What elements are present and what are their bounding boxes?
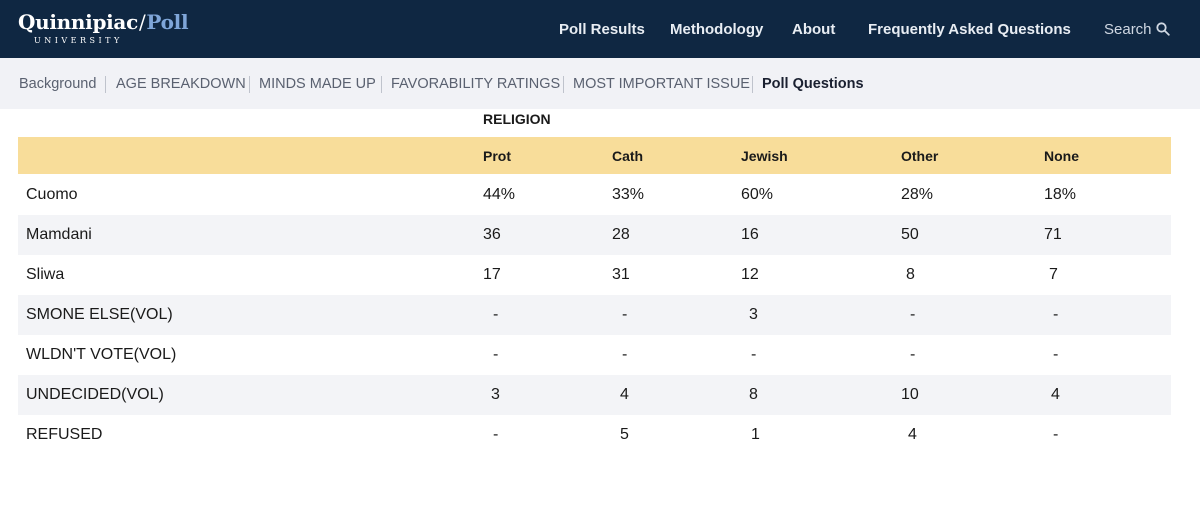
quinnipiac-poll-logo[interactable]: Quinnipiac/Poll UNIVERSITY: [18, 8, 189, 48]
table-cell: 12: [741, 266, 759, 283]
subnav-divider: [249, 76, 250, 93]
table-cell: 50: [901, 226, 919, 243]
table-cell: -: [1053, 306, 1059, 323]
table-cell: -: [751, 346, 757, 363]
table-group-label: RELIGION: [483, 111, 551, 127]
row-label: REFUSED: [26, 426, 103, 443]
table-row-wouldnt-vote: WLDN'T VOTE(VOL) - - - - -: [18, 335, 1171, 375]
search-label: Search: [1104, 21, 1152, 38]
subnav-favorability-ratings[interactable]: FAVORABILITY RATINGS: [391, 76, 561, 92]
table-cell: 4: [620, 386, 629, 403]
table-row-cuomo: Cuomo 44% 33% 60% 28% 18%: [18, 175, 1171, 215]
subnav-background[interactable]: Background: [19, 76, 97, 92]
subnav-most-important-issue[interactable]: MOST IMPORTANT ISSUE: [573, 76, 750, 92]
table-row-refused: REFUSED - 5 1 4 -: [18, 415, 1171, 455]
subnav-poll-questions[interactable]: Poll Questions: [762, 76, 864, 92]
row-label: Sliwa: [26, 266, 65, 283]
row-label: Cuomo: [26, 186, 78, 203]
table-row-someone-else: SMONE ELSE(VOL) - - 3 - -: [18, 295, 1171, 335]
logo-wordmark: Quinnipiac/Poll: [18, 10, 189, 34]
table-cell: 8: [749, 386, 758, 403]
row-label: WLDN'T VOTE(VOL): [26, 346, 177, 363]
nav-poll-results[interactable]: Poll Results: [559, 21, 645, 38]
table-row-undecided: UNDECIDED(VOL) 3 4 8 10 4: [18, 375, 1171, 415]
column-header-prot: Prot: [483, 148, 511, 164]
subnav-divider: [563, 76, 564, 93]
row-label: UNDECIDED(VOL): [26, 386, 164, 403]
subnav-minds-made-up[interactable]: MINDS MADE UP: [259, 76, 376, 92]
logo-university-text: UNIVERSITY: [34, 36, 123, 45]
row-label: SMONE ELSE(VOL): [26, 306, 173, 323]
search-icon: [1156, 22, 1170, 36]
subnav-divider: [752, 76, 753, 93]
table-cell: 60%: [741, 186, 774, 203]
table-cell: 1: [751, 426, 760, 443]
table-cell: -: [1053, 426, 1059, 443]
table-cell: -: [493, 426, 499, 443]
table-header-row: Prot Cath Jewish Other None: [18, 137, 1171, 174]
table-cell: 8: [906, 266, 915, 283]
table-cell: 36: [483, 226, 501, 243]
search-button[interactable]: Search: [1104, 21, 1170, 38]
sub-navigation: Background AGE BREAKDOWN MINDS MADE UP F…: [0, 58, 1200, 109]
subnav-divider: [105, 76, 106, 93]
table-row-mamdani: Mamdani 36 28 16 50 71: [18, 215, 1171, 255]
table-cell: 28: [612, 226, 630, 243]
table-cell: 71: [1044, 226, 1062, 243]
table-cell: 16: [741, 226, 759, 243]
table-cell: 3: [491, 386, 500, 403]
table-cell: 33%: [612, 186, 645, 203]
table-cell: 10: [901, 386, 919, 403]
top-header: Quinnipiac/Poll UNIVERSITY Poll Results …: [0, 0, 1200, 58]
nav-methodology[interactable]: Methodology: [670, 21, 764, 38]
table-cell: -: [493, 346, 499, 363]
table-cell: 3: [749, 306, 758, 323]
table-cell: 28%: [901, 186, 934, 203]
table-cell: 4: [908, 426, 917, 443]
row-label: Mamdani: [26, 226, 92, 243]
column-header-none: None: [1044, 148, 1079, 164]
subnav-divider: [381, 76, 382, 93]
column-header-cath: Cath: [612, 148, 644, 164]
table-cell: -: [1053, 346, 1059, 363]
column-header-other: Other: [901, 148, 939, 164]
table-cell: -: [493, 306, 499, 323]
table-cell: 44%: [483, 186, 516, 203]
table-cell: 4: [1051, 386, 1060, 403]
table-cell: 7: [1049, 266, 1058, 283]
nav-about[interactable]: About: [792, 21, 836, 38]
table-cell: 5: [620, 426, 629, 443]
table-cell: 17: [483, 266, 501, 283]
table-cell: -: [910, 306, 916, 323]
column-header-jewish: Jewish: [741, 148, 788, 164]
table-cell: 18%: [1044, 186, 1077, 203]
table-cell: -: [910, 346, 916, 363]
nav-faq[interactable]: Frequently Asked Questions: [868, 21, 1071, 38]
table-cell: -: [622, 306, 628, 323]
table-cell: 31: [612, 266, 630, 283]
subnav-age-breakdown[interactable]: AGE BREAKDOWN: [116, 76, 246, 92]
table-cell: -: [622, 346, 628, 363]
table-row-sliwa: Sliwa 17 31 12 8 7: [18, 255, 1171, 295]
